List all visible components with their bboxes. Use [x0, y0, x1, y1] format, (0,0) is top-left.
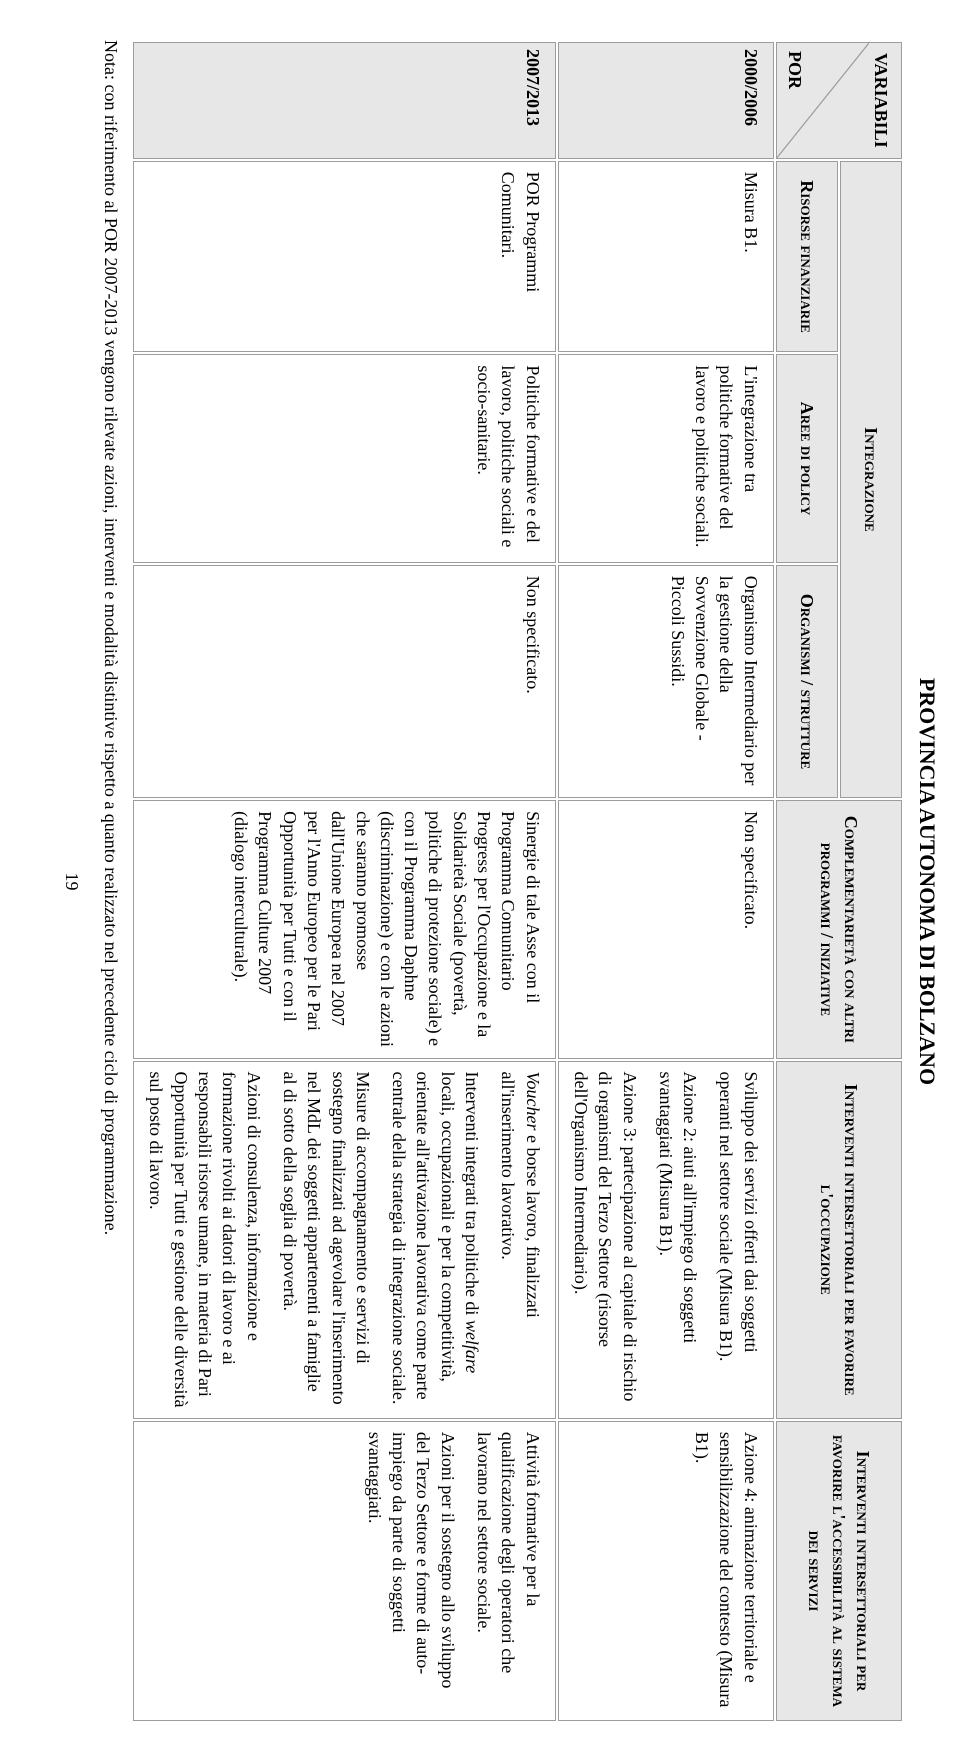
period-2007: 2007/2013 [133, 42, 555, 159]
footnote-text: Nota: con riferimento al POR 2007-2013 v… [100, 40, 121, 1723]
acc-2000: Azione 4: animazione territoriale e sens… [558, 1421, 774, 1721]
organismi-header: Organismi / strutture [776, 565, 838, 798]
occ-2007-p1: Voucher e borse lavoro, finalizzati all'… [496, 1072, 545, 1408]
occ-2007: Voucher e borse lavoro, finalizzati all'… [133, 1061, 555, 1419]
occ-2007-p2c: locali, occupazionali e per la competiti… [389, 1072, 458, 1405]
aree-2000: L'integrazione tra politiche formative d… [558, 354, 774, 562]
occ-2000-p1: Sviluppo dei servizi offerti dai soggett… [714, 1072, 763, 1408]
aree-2007: Politiche formative e del lavoro, politi… [133, 354, 555, 562]
main-table: VARIABILI POR Integrazione Complementari… [131, 40, 904, 1723]
organismi-2007: Non specificato. [133, 565, 555, 798]
occ-2000-p2: Azione 2: aiuti all'impiego di soggetti … [654, 1072, 703, 1408]
intersettoriali-occ-header: Interventi intersettoriali per favorire … [776, 1061, 902, 1419]
document-title: PROVINCIA AUTONOMA DI BOLZANO [914, 40, 940, 1723]
por-label: POR [783, 51, 807, 89]
table-row: 2000/2006 Misura B1. L'integrazione tra … [558, 42, 774, 1721]
acc-2007-p1: Attività formative per la qualificazione… [472, 1432, 545, 1710]
organismi-2000: Organismo Intermediario per la gestione … [558, 565, 774, 798]
complementarieta-header: Complementarietà con altri programmi / i… [776, 800, 902, 1058]
occ-2007-p2a: Interventi integrati tra politiche di [462, 1072, 482, 1320]
acc-2007-p2: Azioni per il sostegno allo sviluppo del… [363, 1432, 460, 1710]
intersettoriali-acc-header: Interventi intersettoriali per favorire … [776, 1421, 902, 1721]
voucher-em: Voucher [523, 1072, 543, 1131]
variabili-por-header: VARIABILI POR [776, 42, 902, 159]
table-row: 2007/2013 POR Programmi Comunitari. Poli… [133, 42, 555, 1721]
compl-2000: Non specificato. [558, 800, 774, 1058]
occ-2000: Sviluppo dei servizi offerti dai soggett… [558, 1061, 774, 1419]
risorse-header: Risorse finanziarie [776, 161, 838, 353]
acc-2007: Attività formative per la qualificazione… [133, 1421, 555, 1721]
occ-2007-p4: Azioni di consulenza, informazione e for… [144, 1072, 265, 1408]
page-number: 19 [61, 40, 82, 1723]
integrazione-header: Integrazione [840, 161, 902, 798]
period-2000: 2000/2006 [558, 42, 774, 159]
variabili-label: VARIABILI [871, 53, 891, 148]
occ-2000-p3: Azione 3: partecipazione al capitale di … [569, 1072, 642, 1408]
risorse-2007: POR Programmi Comunitari. [133, 161, 555, 353]
compl-2007: Sinergie di tale Asse con il Programma C… [133, 800, 555, 1058]
occ-2007-p3: Misure di accompagnamento e servizi di s… [278, 1072, 375, 1408]
page-root: PROVINCIA AUTONOMA DI BOLZANO VARIABILI [0, 0, 960, 1763]
aree-header: Aree di policy [776, 354, 838, 562]
risorse-2000: Misura B1. [558, 161, 774, 353]
welfare-em: welfare [462, 1320, 482, 1373]
header-row-1: VARIABILI POR Integrazione Complementari… [840, 42, 902, 1721]
occ-2007-p2: Interventi integrati tra politiche di we… [387, 1072, 484, 1408]
